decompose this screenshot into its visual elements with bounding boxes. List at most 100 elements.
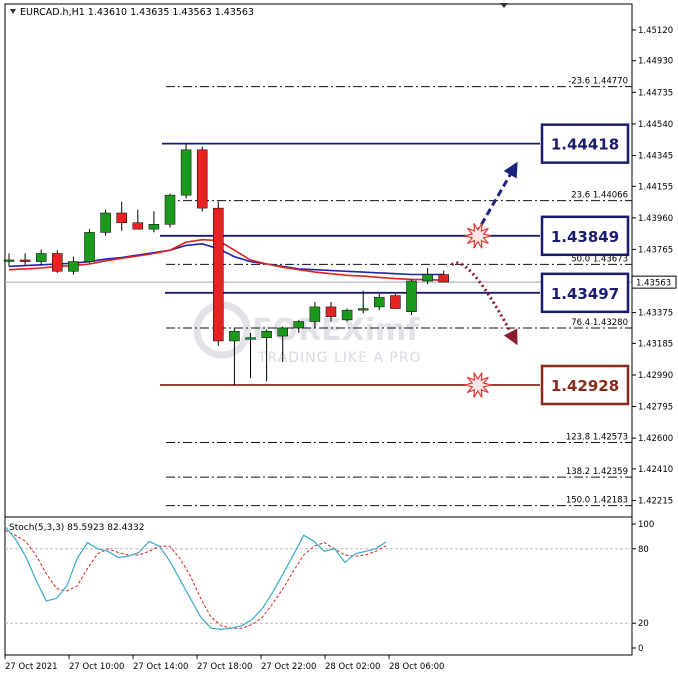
oscillator-axis: 100 80 20 0 bbox=[632, 520, 654, 654]
fib-level-label: 50.0 1.43673 bbox=[571, 254, 628, 264]
oscillator-panel-frame bbox=[4, 516, 633, 656]
watermark: FOREXimf TRADING LIKE A PRO bbox=[193, 301, 422, 366]
price-tick-label: 1.44540 bbox=[638, 120, 673, 130]
price-tick-label: 1.42600 bbox=[638, 434, 673, 444]
key-level-labels: 1.44418 1.43849 1.43497 1.42928 bbox=[540, 123, 630, 406]
price-tick-label: 1.44155 bbox=[638, 182, 673, 192]
candle-body bbox=[374, 296, 385, 308]
fib-levels: -23.6 1.44770 23.6 1.44066 50.0 1.43673 76.… bbox=[166, 77, 632, 507]
candle-body bbox=[309, 306, 321, 322]
price-tick-label: 1.44735 bbox=[638, 88, 673, 98]
price-tick-label: 1.42410 bbox=[638, 465, 673, 475]
candle-body bbox=[3, 259, 15, 262]
projections bbox=[450, 161, 518, 346]
price-tick-label: 1.44345 bbox=[638, 151, 673, 161]
time-tick-label: 27 Oct 18:00 bbox=[197, 662, 252, 672]
burst-icon bbox=[464, 372, 492, 398]
candle-body bbox=[164, 194, 176, 225]
time-tick-label: 27 Oct 2021 bbox=[5, 662, 58, 672]
time-tick-label: 27 Oct 14:00 bbox=[133, 662, 188, 672]
candle-body bbox=[229, 330, 240, 342]
price-tick-label: 1.42215 bbox=[638, 496, 673, 506]
key-level-label: 1.44418 bbox=[551, 136, 619, 154]
moving-averages bbox=[8, 238, 444, 281]
price-tick-label: 1.42795 bbox=[638, 403, 673, 413]
candles bbox=[3, 143, 449, 385]
candle-body bbox=[196, 149, 208, 209]
current-price-box bbox=[631, 275, 677, 289]
time-axis: 27 Oct 2021 27 Oct 10:00 27 Oct 14:00 27 Oc… bbox=[4, 655, 444, 672]
stochastic-oscillator bbox=[4, 526, 632, 631]
key-level-box bbox=[540, 215, 630, 257]
price-axis: 1.45120 1.44930 1.44735 1.44540 1.44345 1.441… bbox=[631, 26, 677, 506]
key-level-label: 1.42928 bbox=[551, 377, 619, 395]
watermark-brand: FOREXimf bbox=[252, 313, 420, 348]
price-tick-label: 1.44930 bbox=[638, 57, 673, 67]
moving-average-line bbox=[8, 238, 444, 281]
oscillator-tick-label: 0 bbox=[638, 644, 643, 654]
candle-body bbox=[325, 306, 337, 317]
symbol-title: EURCAD.h,H1 1.43610 1.43635 1.43563 1.43… bbox=[20, 7, 254, 18]
chart-title: EURCAD.h,H1 1.43610 1.43635 1.43563 1.43… bbox=[10, 7, 254, 18]
candle-body bbox=[438, 274, 449, 283]
fib-level-label: 23.6 1.44066 bbox=[571, 191, 628, 201]
candle-body bbox=[293, 321, 305, 329]
key-level-box bbox=[540, 364, 630, 406]
oscillator-tick-label: 80 bbox=[638, 545, 649, 555]
watermark-tagline: TRADING LIKE A PRO bbox=[257, 350, 422, 366]
candle-body bbox=[213, 207, 224, 342]
candle-body bbox=[52, 253, 63, 272]
candle-body bbox=[357, 308, 369, 311]
candle-body bbox=[132, 222, 144, 230]
oscillator-signal-line bbox=[4, 529, 387, 629]
price-tick-label: 1.45120 bbox=[638, 26, 673, 36]
candle-body bbox=[390, 295, 401, 309]
key-level-box bbox=[540, 123, 630, 164]
candle-body bbox=[180, 149, 192, 196]
time-tick-label: 28 Oct 02:00 bbox=[325, 662, 380, 672]
fib-level-label: 76.4 1.43280 bbox=[571, 318, 628, 328]
candle-body bbox=[148, 224, 160, 230]
price-tick-label: 1.43185 bbox=[638, 339, 673, 349]
time-tick-label: 27 Oct 10:00 bbox=[69, 662, 124, 672]
candle-body bbox=[406, 280, 417, 313]
oscillator-title: Stoch(5,3,3) 85.5923 82.4332 bbox=[9, 523, 144, 533]
candle-body bbox=[84, 232, 95, 262]
projection-arrow bbox=[474, 161, 518, 235]
candle-body bbox=[245, 337, 256, 340]
price-tick-label: 1.42990 bbox=[638, 371, 673, 381]
candle-body bbox=[341, 309, 353, 321]
time-tick-label: 27 Oct 22:00 bbox=[261, 662, 316, 672]
key-level-label: 1.43497 bbox=[551, 285, 619, 303]
candle-body bbox=[19, 259, 31, 262]
time-tick-label: 28 Oct 06:00 bbox=[389, 662, 444, 672]
moving-average-line bbox=[8, 242, 444, 276]
oscillator-tick-label: 20 bbox=[638, 619, 649, 629]
fib-level-label: 123.8 1.42573 bbox=[566, 432, 628, 442]
fib-level-label: 150.0 1.42183 bbox=[566, 496, 628, 506]
shift-marker-icon bbox=[500, 3, 508, 8]
oscillator-main-line bbox=[4, 526, 387, 631]
oscillator-tick-label: 100 bbox=[638, 520, 654, 530]
price-tick-label: 1.43375 bbox=[638, 309, 673, 319]
projection-arrow bbox=[450, 261, 518, 346]
candle-body bbox=[261, 330, 272, 338]
key-level-label: 1.43849 bbox=[551, 228, 619, 246]
bursts bbox=[464, 223, 492, 398]
chevron-down-icon bbox=[10, 9, 16, 14]
key-level-box bbox=[540, 272, 630, 314]
fib-level-label: 138.2 1.42359 bbox=[566, 467, 628, 477]
candle-body bbox=[68, 261, 79, 272]
current-price-label: 1.43563 bbox=[636, 279, 671, 289]
candle-body bbox=[116, 212, 127, 223]
price-tick-label: 1.43765 bbox=[638, 245, 673, 255]
fib-level-label: -23.6 1.44770 bbox=[568, 77, 628, 87]
candle-body bbox=[35, 253, 47, 262]
candle-body bbox=[277, 327, 288, 337]
candle-body bbox=[422, 274, 433, 282]
candle-body bbox=[100, 212, 111, 233]
burst-icon bbox=[464, 223, 492, 249]
price-tick-label: 1.43960 bbox=[638, 214, 673, 224]
